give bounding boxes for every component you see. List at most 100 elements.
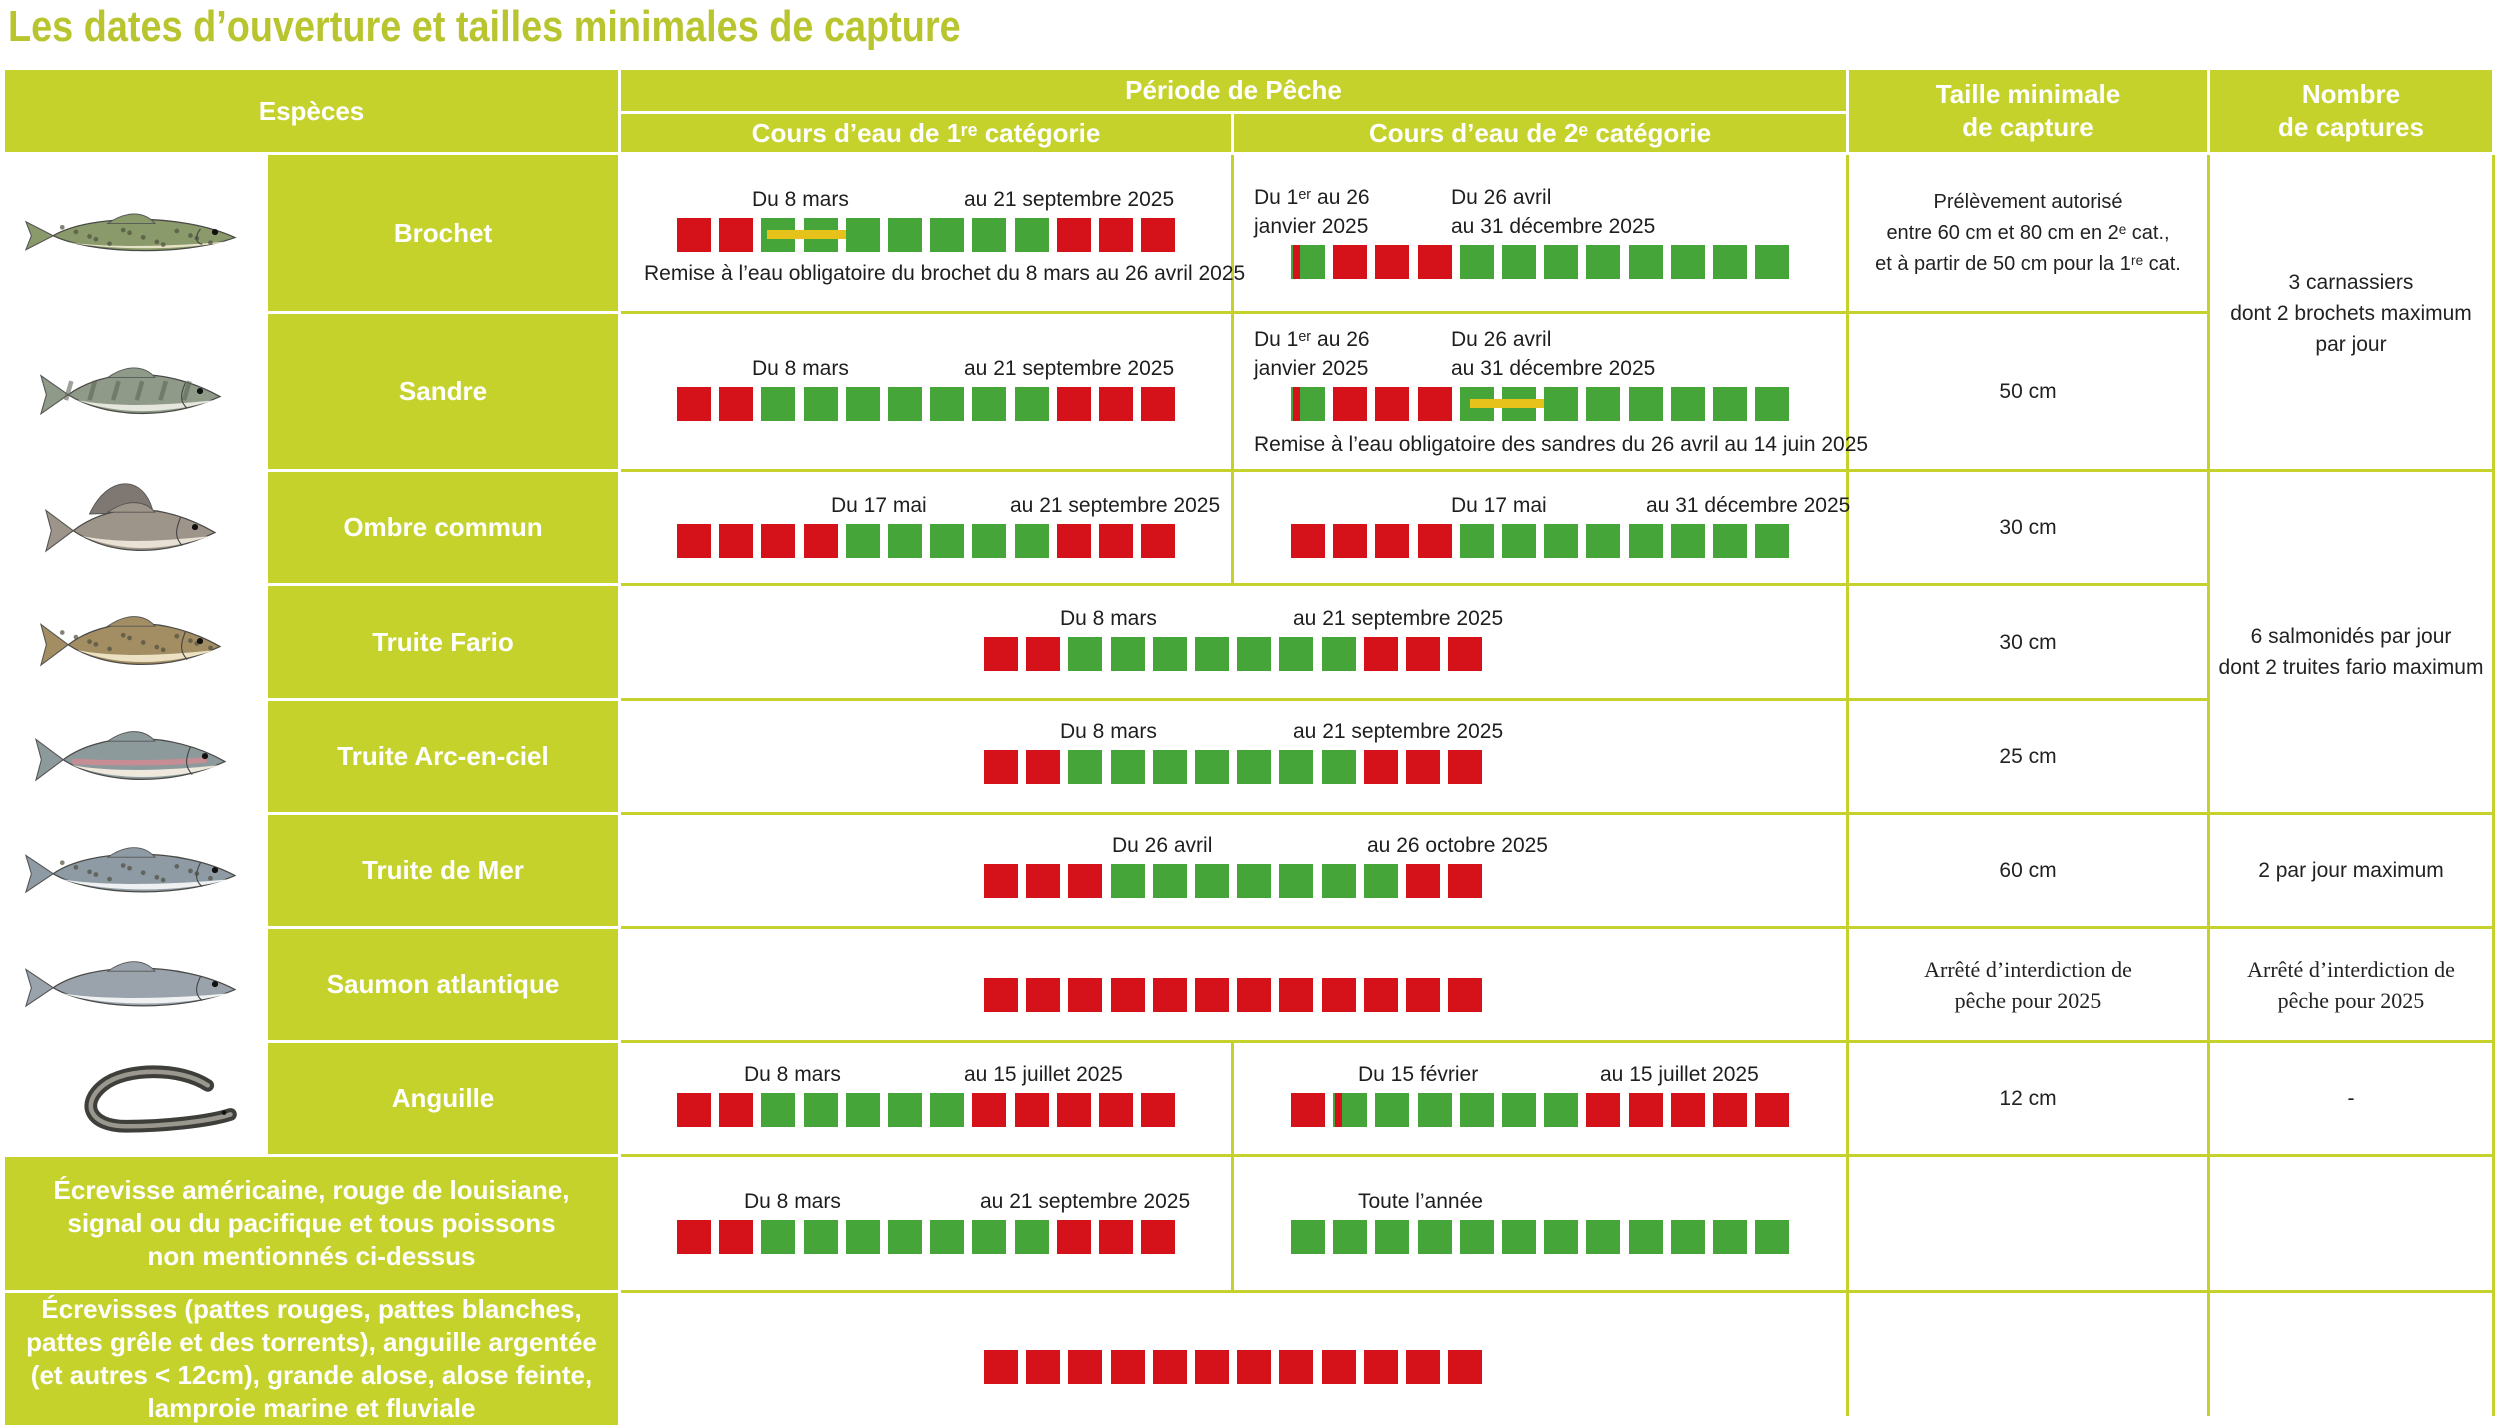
fish-picture [5, 314, 265, 469]
month-11-closed [1099, 1093, 1133, 1127]
month-10-open [1670, 387, 1705, 421]
month-8-open [1586, 524, 1621, 558]
month-1-closed [1291, 1093, 1325, 1127]
month-4-open [1417, 1220, 1452, 1254]
nombre-cell-text: Arrêté d’interdiction de pêche pour 2025 [2247, 954, 2455, 1016]
species-name-line: pattes grêle et des torrents), anguille … [26, 1327, 597, 1357]
month-9-open [1014, 218, 1049, 252]
month-8-open [1279, 750, 1314, 784]
species-name: Ombre commun [268, 472, 618, 583]
species-name: Truite Fario [268, 586, 618, 698]
month-5-closed [1152, 978, 1187, 1012]
grid-line [621, 1154, 1849, 1157]
month-1-closed [984, 978, 1018, 1012]
grid-line [1849, 469, 2210, 472]
month-3-open [761, 387, 796, 421]
month-6-open [1502, 1220, 1536, 1254]
month-10-closed [1363, 978, 1398, 1012]
month-7-open [1544, 387, 1579, 421]
month-8-open [972, 387, 1007, 421]
zander-icon [39, 366, 222, 415]
month-5-open [1459, 1093, 1494, 1127]
taille-cell-line: 60 cm [1999, 859, 2057, 882]
grid-line [621, 1040, 1849, 1043]
month-11-open [1713, 524, 1747, 558]
closing-date-tick [1058, 218, 1066, 252]
date-to-label: au 26 octobre 2025 [1367, 834, 1548, 857]
month-2-closed [719, 524, 754, 558]
month-1-closed [984, 864, 1018, 898]
month-3-closed [1068, 864, 1103, 898]
date-from-label: Du 8 mars [752, 357, 849, 380]
grid-line [1231, 155, 1234, 583]
fish-picture [5, 155, 265, 311]
grayling-icon [44, 482, 217, 552]
month-3-open [1068, 637, 1103, 671]
fish-picture [5, 1043, 265, 1154]
month-3-closed [1068, 1350, 1103, 1384]
month-5-open [845, 1220, 880, 1254]
month-11-open [1713, 387, 1747, 421]
month-3-open [1375, 1220, 1410, 1254]
month-6-open [888, 387, 922, 421]
month-4-open [803, 387, 838, 421]
month-9-closed [1321, 1350, 1356, 1384]
grid-line [1849, 812, 2210, 815]
brown-trout-icon [39, 616, 222, 667]
month-3-closed [761, 524, 796, 558]
header-especes: Espèces [5, 70, 618, 152]
month-9-closed [1321, 978, 1356, 1012]
grid-line [2207, 155, 2210, 1416]
month-11-closed [1406, 978, 1440, 1012]
month-5-open [845, 524, 880, 558]
month-10-open [1670, 1220, 1705, 1254]
month-12-closed [1141, 218, 1176, 252]
month-9-open [1628, 524, 1663, 558]
month-12-open [1755, 1220, 1790, 1254]
month-3-closed [1375, 387, 1410, 421]
date-to-label: Du 26 avril [1451, 328, 1552, 351]
month-5-open [1459, 524, 1494, 558]
date-from-label: Du 17 mai [1451, 494, 1547, 517]
month-6-open [1195, 637, 1229, 671]
month-4-closed [1417, 524, 1452, 558]
eel-icon [84, 1064, 237, 1133]
month-5-open [845, 387, 880, 421]
taille-cell-text: 30 cm [1999, 512, 2056, 543]
month-9-open [1014, 387, 1049, 421]
note-label: Remise à l’eau obligatoire des sandres d… [1254, 433, 1869, 456]
month-5-open [1459, 245, 1494, 279]
nombre-cell-carnassiers-line: par jour [2315, 333, 2387, 356]
month-7-closed [1237, 1350, 1272, 1384]
month-2-closed [1026, 750, 1061, 784]
month-7-open [930, 387, 965, 421]
month-3-open [761, 1093, 796, 1127]
month-9-open [1628, 387, 1663, 421]
month-11-closed [1099, 387, 1133, 421]
date-to-label: au 31 décembre 2025 [1451, 215, 1656, 238]
date-to-label: Du 26 avril [1451, 186, 1552, 209]
month-9-closed [1014, 1093, 1049, 1127]
month-1-open [1291, 1220, 1325, 1254]
date-from-label: Du 8 mars [1060, 720, 1157, 743]
header-cat1: Cours d’eau de 1ʳᵉ catégorie [621, 114, 1231, 152]
month-8-open [1586, 1220, 1621, 1254]
month-10-open [1670, 245, 1705, 279]
month-11-closed [1713, 1093, 1747, 1127]
month-6-open [1195, 750, 1229, 784]
month-8-open [972, 524, 1007, 558]
month-10-closed [1363, 1350, 1398, 1384]
grid-line [2492, 155, 2495, 1416]
grid-line [621, 812, 1849, 815]
month-8-open [1279, 864, 1314, 898]
release-period-bar [767, 230, 846, 239]
grid-line [621, 469, 1849, 472]
month-6-open [1502, 245, 1536, 279]
month-7-open [1544, 245, 1579, 279]
species-name: Truite Arc-en-ciel [268, 701, 618, 812]
species-name: Sandre [268, 314, 618, 469]
species-name: Saumon atlantique [268, 929, 618, 1040]
grid-line [2210, 1290, 2492, 1293]
date-to-label: au 21 septembre 2025 [964, 357, 1175, 380]
species-name-line: non mentionnés ci-dessus [147, 1241, 476, 1271]
